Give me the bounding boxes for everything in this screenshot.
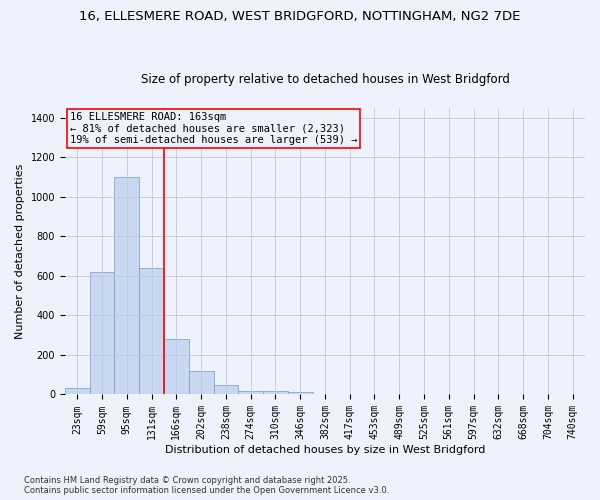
Bar <box>89 272 115 394</box>
Bar <box>115 177 139 394</box>
Bar <box>189 371 214 394</box>
Bar <box>238 390 263 394</box>
Bar <box>288 392 313 394</box>
Bar <box>263 390 288 394</box>
Text: 16, ELLESMERE ROAD, WEST BRIDGFORD, NOTTINGHAM, NG2 7DE: 16, ELLESMERE ROAD, WEST BRIDGFORD, NOTT… <box>79 10 521 23</box>
Text: Contains HM Land Registry data © Crown copyright and database right 2025.
Contai: Contains HM Land Registry data © Crown c… <box>24 476 389 495</box>
Title: Size of property relative to detached houses in West Bridgford: Size of property relative to detached ho… <box>140 73 509 86</box>
X-axis label: Distribution of detached houses by size in West Bridgford: Distribution of detached houses by size … <box>165 445 485 455</box>
Bar <box>65 388 89 394</box>
Bar <box>139 268 164 394</box>
Bar <box>214 384 238 394</box>
Y-axis label: Number of detached properties: Number of detached properties <box>15 164 25 339</box>
Bar <box>164 339 189 394</box>
Text: 16 ELLESMERE ROAD: 163sqm
← 81% of detached houses are smaller (2,323)
19% of se: 16 ELLESMERE ROAD: 163sqm ← 81% of detac… <box>70 112 358 145</box>
